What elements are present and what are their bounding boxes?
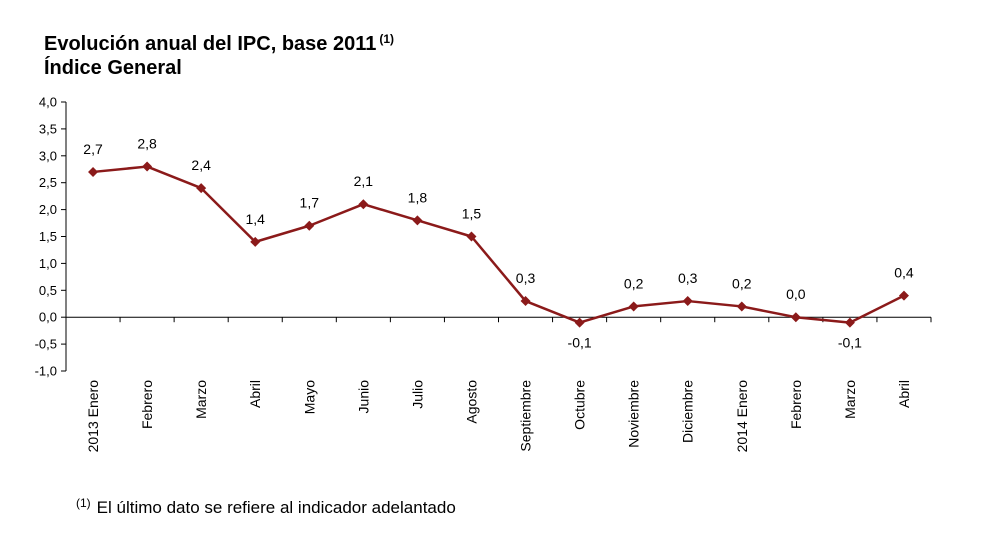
x-category-label: Septiembre	[518, 380, 534, 452]
x-category-label: Octubre	[572, 380, 588, 430]
y-tick-label: 0,5	[39, 283, 57, 298]
x-category-label: Febrero	[139, 380, 155, 429]
data-label: 0,3	[678, 270, 698, 286]
data-point-marker	[736, 301, 747, 312]
x-category-label: Abril	[896, 380, 912, 408]
x-category-label: Marzo	[193, 380, 209, 419]
data-point-marker	[412, 215, 423, 226]
x-category-label: Agosto	[463, 380, 479, 424]
data-point-marker	[844, 317, 855, 328]
data-point-marker	[142, 161, 153, 172]
data-point-marker	[304, 220, 315, 231]
data-label: 1,4	[245, 211, 265, 227]
x-category-label: Diciembre	[680, 380, 696, 443]
series-line	[92, 165, 905, 324]
data-point-marker	[574, 317, 585, 328]
footnote: (1) El último dato se refiere al indicado…	[76, 496, 456, 518]
footnote-marker: (1)	[76, 496, 91, 510]
y-tick-label: -0,5	[35, 337, 57, 352]
data-label: -0,1	[568, 335, 592, 351]
data-label: 0,2	[732, 275, 752, 291]
data-point-marker	[790, 312, 801, 323]
y-tick-label: 1,5	[39, 229, 57, 244]
y-tick-label: 3,0	[39, 148, 57, 163]
x-category-label: Noviembre	[626, 380, 642, 448]
data-label: 1,5	[462, 206, 482, 222]
chart-title: Evolución anual del IPC, base 2011 (1) Ín…	[44, 27, 394, 80]
x-category-label: Mayo	[301, 380, 317, 414]
data-point-marker	[196, 183, 207, 194]
title-line1: Evolución anual del IPC, base 2011	[44, 33, 377, 55]
y-tick-label: 0,0	[39, 310, 57, 325]
data-label: 2,8	[137, 136, 157, 152]
data-label: 0,3	[516, 270, 536, 286]
data-label: 2,4	[191, 157, 211, 173]
data-label: 0,4	[894, 265, 914, 281]
footnote-text: El último dato se refiere al indicador a…	[96, 498, 456, 517]
x-category-label: Junio	[355, 380, 371, 414]
x-category-label: Julio	[409, 380, 425, 409]
x-category-label: 2014 Enero	[734, 380, 750, 453]
title-line2: Índice General	[44, 57, 182, 79]
x-category-label: 2013 Enero	[85, 380, 101, 453]
x-category-label: Febrero	[788, 380, 804, 429]
data-label: -0,1	[838, 335, 862, 351]
data-point-marker	[682, 296, 693, 307]
y-tick-label: 2,0	[39, 202, 57, 217]
data-point-marker	[628, 301, 639, 312]
data-label: 1,7	[300, 195, 320, 211]
x-category-label: Marzo	[842, 380, 858, 419]
y-tick-label: 1,0	[39, 256, 57, 271]
x-category-label: Abril	[247, 380, 263, 408]
title-superscript: (1)	[379, 32, 395, 46]
data-point-marker	[898, 290, 909, 301]
y-tick-label: 4,0	[39, 95, 57, 110]
y-tick-label: 3,5	[39, 121, 57, 136]
data-point-marker	[466, 231, 477, 242]
data-point-marker	[250, 236, 261, 247]
data-point-marker	[88, 166, 99, 177]
y-tick-label: 2,5	[39, 175, 57, 190]
data-label: 2,7	[83, 141, 103, 157]
y-tick-label: -1,0	[35, 364, 57, 379]
data-point-marker	[520, 296, 531, 307]
data-label: 0,0	[786, 286, 806, 302]
data-label: 2,1	[354, 173, 374, 189]
data-point-marker	[358, 199, 369, 210]
data-label: 0,2	[624, 275, 644, 291]
data-label: 1,8	[408, 189, 428, 205]
